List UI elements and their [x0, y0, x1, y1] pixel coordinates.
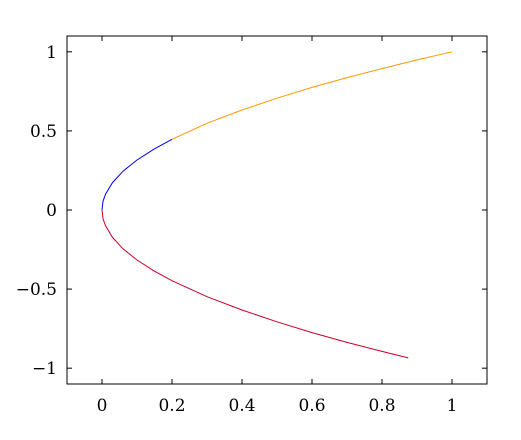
- x-tick-label: 0.2: [158, 396, 185, 416]
- x-tick-label: 1: [447, 396, 458, 416]
- x-tick-label: 0.4: [228, 396, 255, 416]
- tick-labels: 0 0.2 0.4 0.6 0.8 1 −1 −0.5 0 0.5 1: [16, 43, 458, 416]
- y-tick-label: 0: [46, 201, 57, 221]
- y-tick-label: −1: [32, 359, 57, 379]
- x-tick-label: 0.8: [368, 396, 395, 416]
- series-line-2: [171, 51, 453, 140]
- series-layer: [101, 51, 453, 359]
- x-tick-label: 0: [97, 396, 108, 416]
- ticks-layer: [67, 36, 487, 384]
- y-tick-label: 0.5: [30, 122, 57, 142]
- y-tick-label: 1: [46, 43, 57, 63]
- series-line-1: [101, 138, 173, 211]
- y-tick-label: −0.5: [16, 280, 57, 300]
- plot-frame: [66, 35, 488, 385]
- x-tick-label: 0.6: [298, 396, 325, 416]
- series-line-3: [101, 209, 409, 359]
